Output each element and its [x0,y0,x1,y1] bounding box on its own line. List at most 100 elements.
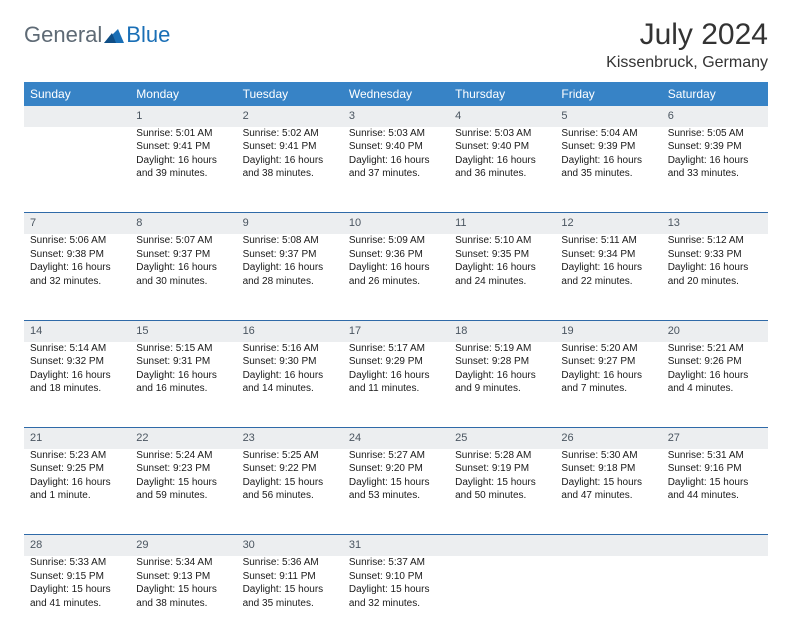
day-content-cell: Sunrise: 5:03 AMSunset: 9:40 PMDaylight:… [449,127,555,213]
location-label: Kissenbruck, Germany [606,54,768,72]
cell-line: Sunset: 9:29 PM [349,355,443,369]
cell-line: Sunset: 9:40 PM [455,140,549,154]
cell-line: and 35 minutes. [243,597,337,611]
calendar-body: 123456Sunrise: 5:01 AMSunset: 9:41 PMDay… [24,106,768,642]
cell-line: Daylight: 15 hours [668,476,762,490]
cell-line: Sunset: 9:27 PM [561,355,655,369]
day-content-cell: Sunrise: 5:06 AMSunset: 9:38 PMDaylight:… [24,234,130,320]
cell-line: and 14 minutes. [243,382,337,396]
day-content-cell: Sunrise: 5:15 AMSunset: 9:31 PMDaylight:… [130,342,236,428]
day-number-cell: 24 [343,428,449,449]
cell-line: Sunrise: 5:03 AM [349,127,443,141]
day-number-row: 21222324252627 [24,428,768,449]
cell-line: Sunset: 9:34 PM [561,248,655,262]
weekday-header-row: Sunday Monday Tuesday Wednesday Thursday… [24,82,768,106]
weekday-header: Tuesday [237,82,343,106]
weekday-header: Saturday [662,82,768,106]
day-number-cell: 26 [555,428,661,449]
page-header: General Blue July 2024 Kissenbruck, Germ… [24,18,768,72]
cell-line: Sunset: 9:40 PM [349,140,443,154]
cell-line: Daylight: 16 hours [455,154,549,168]
cell-line: Sunset: 9:39 PM [668,140,762,154]
cell-line: Sunrise: 5:20 AM [561,342,655,356]
cell-line: Sunrise: 5:05 AM [668,127,762,141]
day-number-cell: 19 [555,320,661,341]
day-number-cell [449,535,555,556]
cell-line: Daylight: 16 hours [668,261,762,275]
cell-line: Daylight: 15 hours [243,476,337,490]
day-content-cell: Sunrise: 5:21 AMSunset: 9:26 PMDaylight:… [662,342,768,428]
weekday-header: Monday [130,82,236,106]
cell-line: and 7 minutes. [561,382,655,396]
day-number-cell: 28 [24,535,130,556]
day-content-cell: Sunrise: 5:04 AMSunset: 9:39 PMDaylight:… [555,127,661,213]
cell-line: and 56 minutes. [243,489,337,503]
cell-line: and 38 minutes. [243,167,337,181]
day-number-cell: 21 [24,428,130,449]
cell-line: Sunset: 9:35 PM [455,248,549,262]
cell-line: and 50 minutes. [455,489,549,503]
day-number-cell: 10 [343,213,449,234]
cell-line: Daylight: 16 hours [455,261,549,275]
cell-line: Daylight: 15 hours [136,583,230,597]
cell-line: Daylight: 16 hours [349,369,443,383]
cell-line: Daylight: 16 hours [243,261,337,275]
cell-line: Sunrise: 5:02 AM [243,127,337,141]
cell-line: Daylight: 16 hours [136,154,230,168]
cell-line: Sunrise: 5:30 AM [561,449,655,463]
cell-line: Sunrise: 5:33 AM [30,556,124,570]
calendar-table: Sunday Monday Tuesday Wednesday Thursday… [24,82,768,642]
cell-line: Sunrise: 5:28 AM [455,449,549,463]
brand-triangle-icon [104,27,124,43]
cell-line: Sunrise: 5:14 AM [30,342,124,356]
cell-line: and 47 minutes. [561,489,655,503]
cell-line: Sunset: 9:18 PM [561,462,655,476]
cell-line: and 24 minutes. [455,275,549,289]
day-content-cell: Sunrise: 5:28 AMSunset: 9:19 PMDaylight:… [449,449,555,535]
day-number-cell: 1 [130,106,236,127]
day-content-cell: Sunrise: 5:20 AMSunset: 9:27 PMDaylight:… [555,342,661,428]
day-number-cell: 23 [237,428,343,449]
cell-line: Sunrise: 5:07 AM [136,234,230,248]
day-number-cell: 15 [130,320,236,341]
day-content-cell: Sunrise: 5:24 AMSunset: 9:23 PMDaylight:… [130,449,236,535]
cell-line: and 53 minutes. [349,489,443,503]
day-content-cell: Sunrise: 5:34 AMSunset: 9:13 PMDaylight:… [130,556,236,642]
day-content-cell: Sunrise: 5:25 AMSunset: 9:22 PMDaylight:… [237,449,343,535]
day-number-cell: 16 [237,320,343,341]
cell-line: and 37 minutes. [349,167,443,181]
cell-line: and 59 minutes. [136,489,230,503]
cell-line: Daylight: 16 hours [243,369,337,383]
cell-line: Sunrise: 5:25 AM [243,449,337,463]
cell-line: and 16 minutes. [136,382,230,396]
cell-line: Sunset: 9:30 PM [243,355,337,369]
cell-line: Daylight: 16 hours [561,261,655,275]
day-number-cell: 4 [449,106,555,127]
cell-line: and 35 minutes. [561,167,655,181]
day-number-cell: 22 [130,428,236,449]
day-content-cell [555,556,661,642]
day-content-cell: Sunrise: 5:37 AMSunset: 9:10 PMDaylight:… [343,556,449,642]
cell-line: Sunrise: 5:08 AM [243,234,337,248]
cell-line: and 32 minutes. [30,275,124,289]
title-block: July 2024 Kissenbruck, Germany [606,18,768,72]
cell-line: Sunrise: 5:23 AM [30,449,124,463]
cell-line: Daylight: 16 hours [561,369,655,383]
cell-line: Sunset: 9:20 PM [349,462,443,476]
cell-line: Daylight: 15 hours [243,583,337,597]
day-number-cell: 31 [343,535,449,556]
cell-line: Sunrise: 5:27 AM [349,449,443,463]
day-content-cell: Sunrise: 5:17 AMSunset: 9:29 PMDaylight:… [343,342,449,428]
cell-line: and 28 minutes. [243,275,337,289]
day-content-cell: Sunrise: 5:27 AMSunset: 9:20 PMDaylight:… [343,449,449,535]
cell-line: Daylight: 16 hours [136,261,230,275]
month-title: July 2024 [606,18,768,52]
day-number-cell [555,535,661,556]
cell-line: Sunset: 9:23 PM [136,462,230,476]
cell-line: Sunset: 9:33 PM [668,248,762,262]
day-number-cell: 2 [237,106,343,127]
cell-line: Daylight: 16 hours [30,369,124,383]
day-number-cell: 11 [449,213,555,234]
cell-line: and 33 minutes. [668,167,762,181]
cell-line: and 44 minutes. [668,489,762,503]
